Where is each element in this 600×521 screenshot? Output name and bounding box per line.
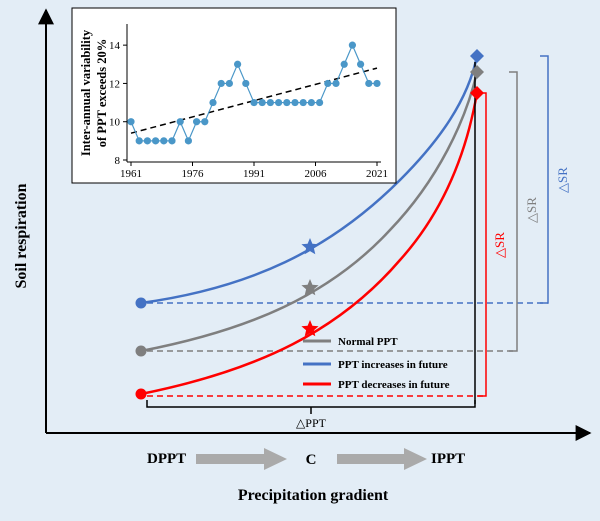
inset-data-point xyxy=(152,137,160,145)
inset-data-point xyxy=(266,98,274,107)
inset-data-point xyxy=(168,137,176,145)
inset-series-points xyxy=(127,41,381,145)
inset-data-point xyxy=(209,98,217,107)
inset-x-tick-label: 2021 xyxy=(366,168,388,180)
inset-data-point xyxy=(348,41,356,49)
decrease-delta-sr-label: △SR xyxy=(492,232,507,258)
curve-increase xyxy=(140,55,479,305)
inset-data-point xyxy=(316,98,324,107)
legend: Normal PPT PPT increases in future PPT d… xyxy=(303,336,450,391)
inset-data-point xyxy=(275,98,283,107)
inset-data-point xyxy=(324,79,332,88)
delta-ppt-bracket xyxy=(146,400,476,408)
normal-delta-sr-bracket xyxy=(509,71,518,352)
inset-data-point xyxy=(291,98,299,107)
inset-data-point xyxy=(201,118,209,126)
gradient-c-label: C xyxy=(306,452,317,468)
inset-y-tick-label: 14 xyxy=(109,40,121,52)
decrease-delta-sr-bracket xyxy=(478,92,487,397)
inset-data-point xyxy=(176,118,184,126)
inset-ylabel-line1: Inter-annual variability xyxy=(79,29,93,156)
inset-x-tick-label: 1991 xyxy=(243,168,265,180)
gradient-dppt-label: DPPT xyxy=(147,451,186,467)
inset-data-point xyxy=(127,118,135,126)
inset-data-point xyxy=(340,60,348,68)
legend-label-normal: Normal PPT xyxy=(338,336,398,348)
inset-data-point xyxy=(250,98,258,107)
inset-data-point xyxy=(307,98,315,107)
normal-delta-sr-label: △SR xyxy=(524,197,539,223)
inset-data-point xyxy=(135,137,143,145)
inset-data-point xyxy=(143,137,151,145)
x-axis-label: Precipitation gradient xyxy=(238,487,389,504)
inset-x-tick-label: 1976 xyxy=(182,168,205,180)
inset-y-tick-label: 12 xyxy=(109,78,120,90)
inset-data-point xyxy=(234,60,242,68)
normal-start-point xyxy=(135,345,147,357)
inset-data-point xyxy=(373,79,381,88)
inset-data-point xyxy=(258,98,266,107)
decrease-star-marker xyxy=(301,320,319,337)
gradient-arrow-right xyxy=(337,448,427,470)
inset-chart: Inter-annual variability of PPT exceeds … xyxy=(71,7,397,184)
increase-start-point xyxy=(135,297,147,309)
legend-label-decrease: PPT decreases in future xyxy=(338,379,450,391)
curve-normal xyxy=(140,71,479,353)
inset-data-point xyxy=(242,79,250,88)
gradient-ippt-label: IPPT xyxy=(431,451,465,467)
inset-y-ticks: 8 10 12 14 xyxy=(109,40,127,167)
inset-data-point xyxy=(225,79,233,88)
inset-data-point xyxy=(365,79,373,88)
inset-ylabel-line2: of PPT exceeds 20% xyxy=(95,39,109,147)
inset-data-point xyxy=(283,98,291,107)
inset-data-point xyxy=(160,137,168,145)
inset-data-point xyxy=(217,79,225,88)
decrease-end-diamond xyxy=(470,86,484,100)
normal-end-diamond xyxy=(470,65,484,79)
inset-y-tick-label: 8 xyxy=(115,155,121,167)
inset-x-ticks: 1961 1976 1991 2006 2021 xyxy=(120,162,388,180)
inset-data-point xyxy=(332,79,340,88)
y-axis-label: Soil respiration xyxy=(13,183,30,288)
inset-data-point xyxy=(299,98,307,107)
inset-y-tick-label: 10 xyxy=(109,117,121,129)
legend-label-increase: PPT increases in future xyxy=(338,359,448,371)
inset-x-tick-label: 2006 xyxy=(305,168,328,180)
inset-frame xyxy=(71,7,397,184)
increase-end-diamond xyxy=(470,49,484,63)
inset-x-tick-label: 1961 xyxy=(120,168,142,180)
increase-star-marker xyxy=(301,238,319,255)
normal-star-marker xyxy=(301,279,319,296)
increase-delta-sr-label: △SR xyxy=(555,167,570,193)
decrease-start-point xyxy=(135,388,147,400)
inset-data-point xyxy=(357,60,365,68)
inset-data-point xyxy=(184,137,192,145)
increase-delta-sr-bracket xyxy=(540,55,549,304)
inset-trend-line xyxy=(130,67,378,134)
curve-decrease xyxy=(140,92,479,396)
inset-data-point xyxy=(193,118,201,126)
gradient-arrow-left xyxy=(196,448,287,470)
delta-ppt-label: △PPT xyxy=(296,416,327,430)
